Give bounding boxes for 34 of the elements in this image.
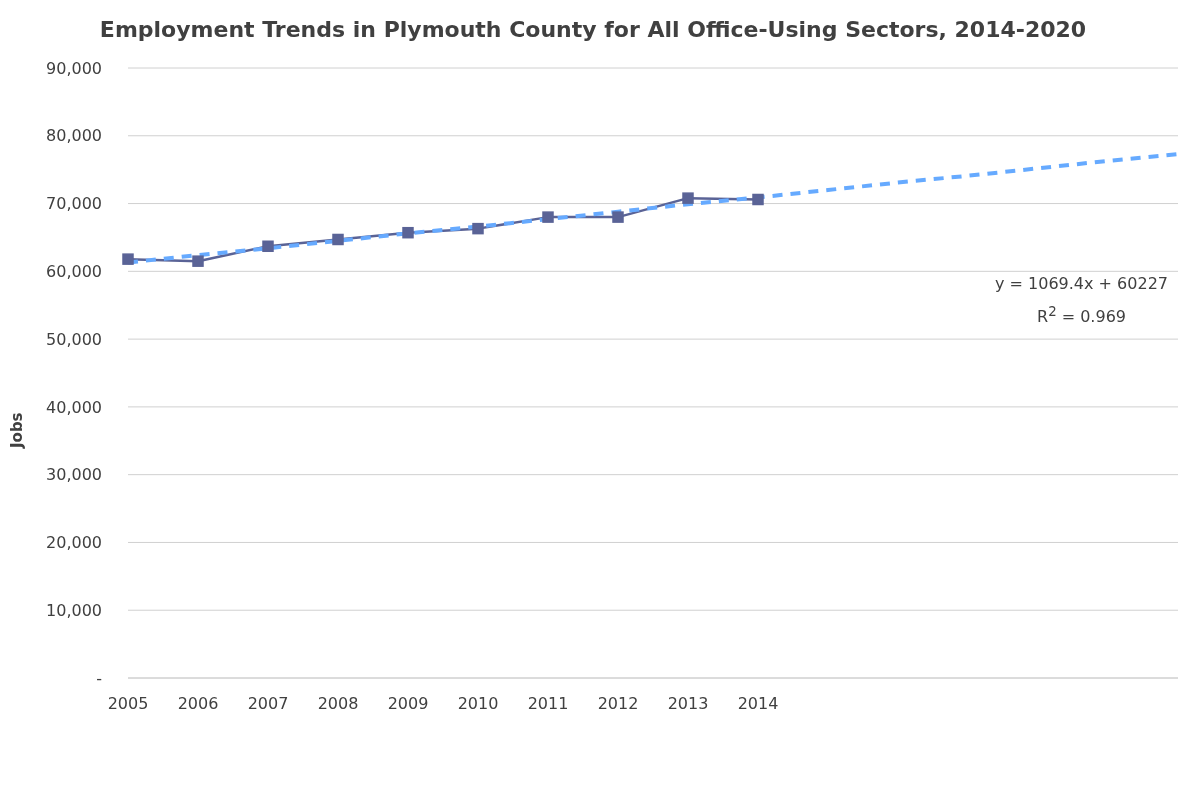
point bbox=[192, 255, 204, 267]
y-tick-label: 60,000 bbox=[46, 262, 102, 282]
annotation: R$^{2}$ = 0.969 bbox=[1036, 303, 1127, 329]
y-tick-label: 10,000 bbox=[46, 600, 102, 620]
x-tick-label: 2014 bbox=[737, 694, 779, 714]
x-tick-label: 2007 bbox=[247, 694, 289, 714]
y-tick-label: 80,000 bbox=[46, 126, 102, 146]
x-tick-label: 2012 bbox=[597, 694, 639, 714]
x-tick-label: 2010 bbox=[457, 694, 499, 714]
y-tick-label: 50,000 bbox=[46, 329, 102, 349]
point bbox=[402, 226, 414, 239]
point bbox=[612, 211, 624, 223]
y-tick-label: 20,000 bbox=[46, 533, 102, 553]
point bbox=[332, 233, 344, 246]
point bbox=[542, 211, 554, 223]
y-tick-label: - bbox=[96, 668, 102, 688]
x-tick-label: 2006 bbox=[177, 694, 219, 714]
y-tick-label: 30,000 bbox=[46, 465, 102, 485]
x-tick-label: 2013 bbox=[667, 694, 709, 714]
x-tick-label: 2009 bbox=[387, 694, 429, 714]
point bbox=[682, 192, 694, 204]
annotation: y = 1069.4x + 60227 bbox=[995, 273, 1168, 295]
x-tick-label: 2008 bbox=[317, 694, 359, 714]
y-axis-title: Jobs bbox=[8, 412, 26, 448]
x-tick-label: 2005 bbox=[107, 694, 149, 714]
y-tick-label: 70,000 bbox=[46, 194, 102, 214]
point bbox=[122, 253, 134, 265]
point bbox=[262, 240, 274, 253]
point bbox=[752, 193, 764, 206]
x-tick-label: 2011 bbox=[527, 694, 569, 714]
chart-title: Employment Trends in Plymouth County for All Office-Using Sectors, 2014-2020 bbox=[98, 16, 1088, 44]
y-tick-label: 40,000 bbox=[46, 397, 102, 417]
point bbox=[472, 222, 484, 235]
y-tick-label: 90,000 bbox=[46, 58, 102, 78]
